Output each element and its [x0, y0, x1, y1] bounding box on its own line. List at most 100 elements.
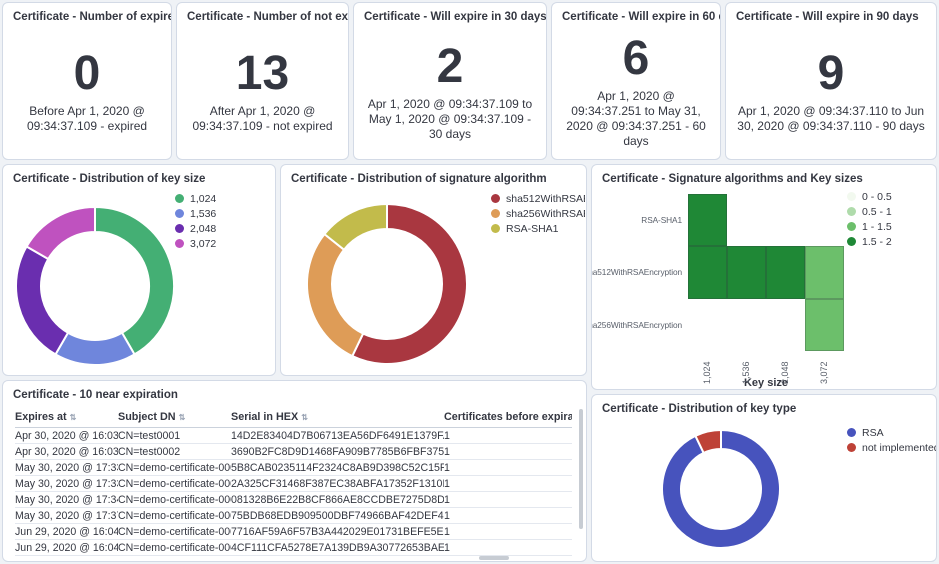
- table-cell-Certificates before expiration: 1: [444, 477, 450, 490]
- pie-slice-RSA-SHA1[interactable]: [323, 202, 388, 252]
- key-size-legend: 1,024 1,536 2,048 3,072: [175, 191, 216, 251]
- metric-subtitle: Apr 1, 2020 @ 09:34:37.110 to Jun 30, 20…: [737, 104, 925, 133]
- column-header-label: Serial in HEX: [231, 411, 299, 423]
- table-cell-Serial in HEX: 5B8CAB0235114F2324C8AB9D398C52C15F721423: [231, 461, 444, 474]
- heatmap-cell-sha512WithRSAEncryption-2,048[interactable]: [766, 246, 805, 299]
- legend-color-dot-icon: [175, 209, 184, 218]
- pie-slice-RSA[interactable]: [661, 428, 781, 549]
- table-cell-Subject DN: CN=test0002: [118, 445, 181, 458]
- legend-item-1,536[interactable]: 1,536: [175, 206, 216, 221]
- table-cell-Serial in HEX: 081328B6E22B8CF866AE8CCDBE7275D8D3C5E3DD: [231, 493, 444, 506]
- table-cell-Expires at: May 30, 2020 @ 17:34:22.000: [15, 493, 118, 506]
- table-cell-Certificates before expiration: 1: [444, 541, 450, 554]
- table-cell-Certificates before expiration: 1: [444, 509, 450, 522]
- panel-key-size-distribution: Certificate - Distribution of key size 1…: [2, 164, 276, 376]
- legend-item-not implemented[interactable]: not implemented: [847, 440, 937, 455]
- heatmap-cell-sha512WithRSAEncryption-1,536[interactable]: [727, 246, 766, 299]
- legend-label: 0.5 - 1: [862, 205, 892, 218]
- sort-icon: ⇅: [69, 413, 77, 422]
- pie-slice-sha512WithRSAEncr...[interactable]: [350, 202, 468, 365]
- panel-title: Certificate - 10 near expiration: [13, 389, 178, 401]
- column-header-label: Expires at: [15, 411, 67, 423]
- legend-color-dot-icon: [847, 443, 856, 452]
- legend-label: RSA-SHA1: [506, 222, 559, 235]
- legend-label: 2,048: [190, 222, 217, 235]
- table-row: Apr 30, 2020 @ 16:03:44.000CN=test0002 36…: [15, 444, 572, 460]
- table-cell-Expires at: May 30, 2020 @ 17:33:32.000: [15, 477, 118, 490]
- heatmap-cell-sha512WithRSAEncryption-1,024[interactable]: [688, 246, 727, 299]
- metric-subtitle: Before Apr 1, 2020 @ 09:34:37.109 - expi…: [26, 104, 148, 133]
- column-header-Serial in HEX[interactable]: Serial in HEX ⇅: [231, 411, 444, 423]
- legend-label: 1 - 1.5: [862, 220, 892, 233]
- table-cell-Subject DN: CN=demo-certificate-0006: [118, 493, 231, 506]
- legend-item-RSA-SHA1[interactable]: RSA-SHA1: [491, 221, 585, 236]
- panel-title: Certificate - Number of not expired: [187, 11, 348, 23]
- legend-label: not implemented: [862, 441, 937, 454]
- table-cell-Serial in HEX: 3690B2FC8D9D1468FA909B7785B6FBF375BFD075: [231, 445, 444, 458]
- legend-item-0.5 - 1[interactable]: 0.5 - 1: [847, 204, 892, 219]
- legend-label: RSA: [862, 426, 884, 439]
- column-header-Expires at[interactable]: Expires at ⇅: [15, 411, 118, 423]
- table-row: Apr 30, 2020 @ 16:03:24.000CN=test0001 14…: [15, 428, 572, 444]
- pie-slice-1,024[interactable]: [94, 205, 175, 356]
- legend-color-dot-icon: [175, 194, 184, 203]
- table-cell-Serial in HEX: 4CF111CFA5278E7A139DB9A30772653BAE74C8E9: [231, 541, 444, 554]
- column-header-label: Subject DN: [118, 411, 176, 423]
- heatmap-x-tick-label: 2,048: [779, 361, 790, 384]
- legend-item-3,072[interactable]: 3,072: [175, 236, 216, 251]
- metric-value-30-days: 2: [436, 39, 464, 93]
- pie-slice-3,072[interactable]: [25, 205, 96, 261]
- vertical-scrollbar[interactable]: [579, 409, 583, 529]
- panel-expire-30-days: Certificate - Will expire in 30 days 2 A…: [353, 2, 547, 160]
- pie-slice-2,048[interactable]: [15, 245, 70, 356]
- legend-label: 1.5 - 2: [862, 235, 892, 248]
- table-row: Jun 29, 2020 @ 16:04:36.000CN=demo-certi…: [15, 524, 572, 540]
- legend-label: sha256WithRSAEnc...: [506, 207, 585, 220]
- horizontal-scrollbar[interactable]: [479, 556, 509, 560]
- pie-slice-1,536[interactable]: [54, 331, 136, 366]
- key-type-legend: RSA not implemented: [847, 425, 937, 455]
- panel-title: Certificate - Will expire in 90 days: [736, 11, 919, 23]
- legend-color-dot-icon: [847, 192, 856, 201]
- column-header-Certificates before expiration[interactable]: Certificates before expiration⇅: [444, 411, 572, 423]
- panel-number-of-not-expired: Certificate - Number of not expired 13 A…: [176, 2, 349, 160]
- panel-title: Certificate - Distribution of signature …: [291, 173, 547, 185]
- legend-label: 1,024: [190, 192, 217, 205]
- table-cell-Subject DN: CN=demo-certificate-0001: [118, 525, 231, 538]
- panel-signature-algorithms-and-key-sizes: Certificate - Signature algorithms and K…: [591, 164, 937, 390]
- legend-item-2,048[interactable]: 2,048: [175, 221, 216, 236]
- legend-color-dot-icon: [175, 224, 184, 233]
- heatmap-legend: 0 - 0.5 0.5 - 1 1 - 1.5 1.5 - 2: [847, 189, 892, 249]
- heatmap-cell-sha256WithRSAEncryption-3,072[interactable]: [805, 298, 844, 351]
- legend-item-1 - 1.5[interactable]: 1 - 1.5: [847, 219, 892, 234]
- panel-near-expiration-table: Certificate - 10 near expiration Expires…: [2, 380, 587, 562]
- column-header-Subject DN[interactable]: Subject DN ⇅: [118, 411, 231, 423]
- pie-slice-not implemented[interactable]: [694, 428, 722, 455]
- legend-color-dot-icon: [847, 222, 856, 231]
- panel-title: Certificate - Number of expired: [13, 11, 171, 23]
- metric-subtitle: Apr 1, 2020 @ 09:34:37.251 to May 31, 20…: [566, 89, 706, 148]
- legend-item-sha512WithRSAEncr...[interactable]: sha512WithRSAEncr...: [491, 191, 585, 206]
- heatmap-x-tick-label: 1,536: [740, 361, 751, 384]
- legend-item-1,024[interactable]: 1,024: [175, 191, 216, 206]
- metric-value-not-expired: 13: [235, 47, 290, 100]
- legend-item-RSA[interactable]: RSA: [847, 425, 936, 440]
- table-cell-Serial in HEX: 2A325CF31468F387EC38ABFA17352F1310DAC49E: [231, 477, 444, 490]
- legend-item-sha256WithRSAEnc...[interactable]: sha256WithRSAEnc...: [491, 206, 585, 221]
- table-cell-Expires at: Jun 29, 2020 @ 16:04:47.000: [15, 541, 118, 554]
- table-cell-Serial in HEX: 75BDB68EDB909500DBF74966BAF42DEF43157F90: [231, 509, 444, 522]
- legend-color-dot-icon: [175, 239, 184, 248]
- heatmap-cell-RSA-SHA1-1,024[interactable]: [688, 194, 727, 247]
- legend-item-0 - 0.5[interactable]: 0 - 0.5: [847, 189, 892, 204]
- metric-subtitle: After Apr 1, 2020 @ 09:34:37.109 - not e…: [192, 104, 333, 133]
- pie-slice-sha256WithRSAEnc...[interactable]: [306, 232, 365, 358]
- legend-color-dot-icon: [491, 224, 500, 233]
- sort-icon: ⇅: [301, 413, 308, 422]
- legend-color-dot-icon: [847, 207, 856, 216]
- sort-icon: ⇅: [178, 413, 186, 422]
- panel-title: Certificate - Will expire in 30 days: [364, 11, 546, 23]
- legend-item-1.5 - 2[interactable]: 1.5 - 2: [847, 234, 892, 249]
- heatmap-cell-sha512WithRSAEncryption-3,072[interactable]: [805, 246, 844, 299]
- table-cell-Subject DN: CN=demo-certificate-0004: [118, 461, 231, 474]
- panel-expire-90-days: Certificate - Will expire in 90 days 9 A…: [725, 2, 937, 160]
